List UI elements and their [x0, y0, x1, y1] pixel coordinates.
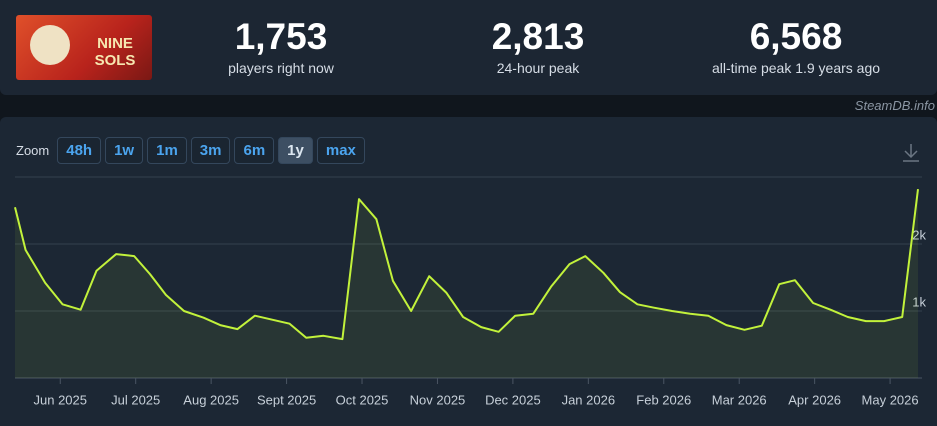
zoom-button[interactable]: 6m [234, 137, 275, 164]
zoom-label: Zoom [16, 143, 50, 158]
x-tick-label: Oct 2025 [336, 392, 389, 407]
zoom-button[interactable]: 1m [147, 137, 187, 164]
stat-value: 6,568 [749, 16, 843, 57]
stat: 6,568 all-time peak 1.9 years ago [666, 16, 926, 78]
zoom-button[interactable]: 3m [190, 137, 231, 164]
stats-header: NINE SOLS 1,753 players right now 2,813 24-… [0, 0, 937, 95]
area [15, 189, 918, 378]
y-tick-label: 1k [912, 294, 926, 309]
stat-value: 1,753 [234, 16, 328, 57]
x-tick-label: Dec 2025 [485, 392, 541, 407]
zoom-button[interactable]: max [316, 137, 365, 164]
game-logo[interactable]: NINE SOLS [16, 15, 152, 80]
zoom-button[interactable]: 1w [105, 137, 144, 164]
x-tick-label: Sept 2025 [257, 392, 316, 407]
line [14, 188, 919, 341]
stat: 2,813 24-hour peak [408, 16, 668, 78]
download-icon[interactable] [903, 144, 919, 162]
logo-text: NINE SOLS [94, 35, 136, 69]
x-tick-label: Apr 2026 [788, 392, 841, 407]
x-tick-label: Mar 2026 [712, 392, 767, 407]
stat-label: 24-hour peak [496, 60, 580, 76]
x-tick-label: Jul 2025 [111, 392, 160, 407]
stat-value: 2,813 [491, 16, 585, 57]
x-tick-label: Feb 2026 [636, 392, 691, 407]
x-tick-label: Aug 2025 [183, 392, 239, 407]
x-tick-label: Nov 2025 [410, 392, 466, 407]
zoom-button[interactable]: 48h [57, 137, 102, 164]
x-tick-label: Jun 2025 [34, 392, 88, 407]
credit[interactable]: SteamDB.info [854, 98, 935, 113]
stat-label: players right now [228, 60, 334, 76]
stat-label: all-time peak 1.9 years ago [711, 60, 881, 76]
zoom-bar: Zoom 48h 1w 1m 3m 6m 1y max [16, 137, 365, 164]
chart: 1k 2k Jun 2025 Jul 2025 Aug 2025 Sept 2025 Oct… [14, 144, 926, 407]
y-tick-label: 2k [912, 227, 926, 242]
x-tick-label: Jan 2026 [562, 392, 616, 407]
x-tick-label: May 2026 [862, 392, 919, 407]
stat: 1,753 players right now [151, 16, 411, 78]
chart-panel: 1k 2k Jun 2025 Jul 2025 Aug 2025 Sept 2025 Oct… [0, 117, 937, 426]
zoom-button[interactable]: 1y [278, 137, 313, 164]
